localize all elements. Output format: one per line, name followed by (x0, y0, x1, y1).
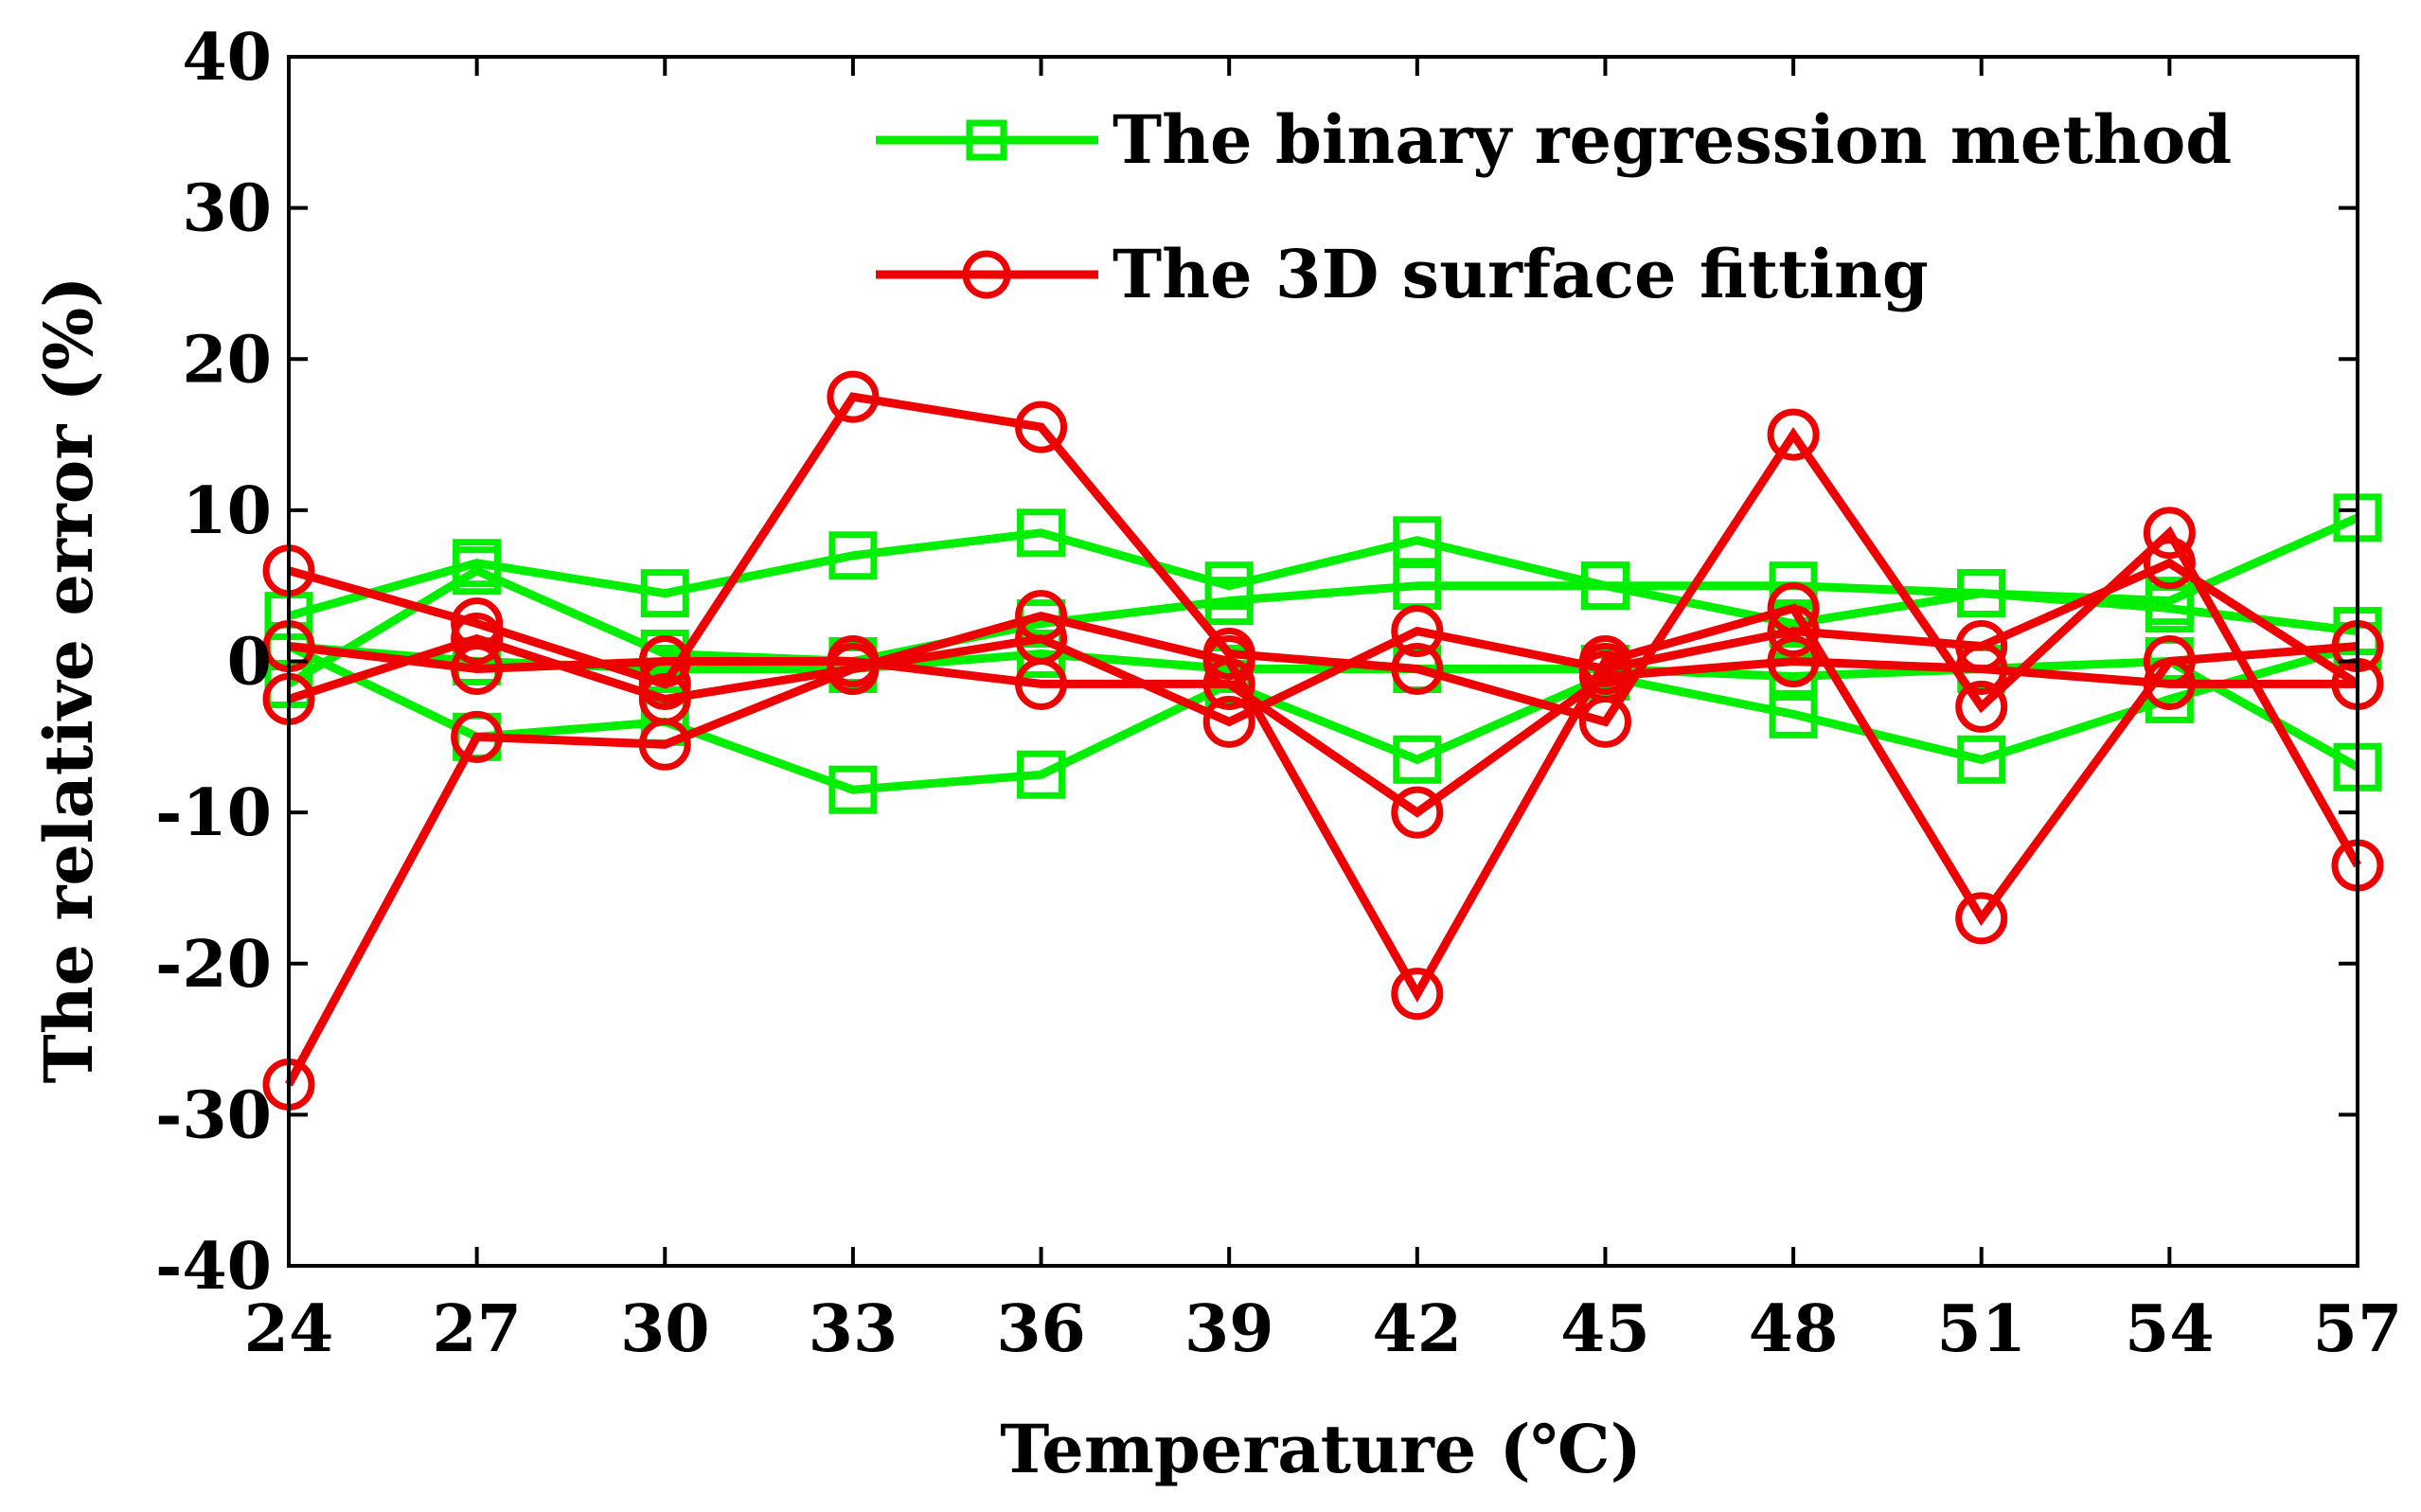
data-point-square (828, 765, 878, 814)
tick-labels: -40 -30 -20 -10 0 10 20 30 40 24 27 30 33 36 39 42 45 48 5… (155, 20, 2402, 1367)
x-tick-label: 39 (1184, 1291, 1274, 1367)
y-tick-label: -20 (155, 927, 272, 1003)
axes (287, 55, 2359, 1268)
data-point-square (1957, 569, 2006, 618)
series-line (285, 603, 2359, 1087)
x-tick-label: 30 (620, 1291, 710, 1367)
data-point-circle (2143, 537, 2196, 590)
series-3d-surface-fitting-7 (262, 620, 2384, 839)
x-tick-label: 45 (1560, 1291, 1650, 1367)
y-tick-label: 10 (182, 473, 272, 549)
data-point-circle (1578, 649, 1631, 703)
data-point-circle (1015, 657, 1068, 710)
x-tick-label: 24 (244, 1291, 334, 1367)
series-line (287, 558, 2360, 727)
data-point-square (828, 531, 878, 580)
data-point-square (1204, 577, 1254, 626)
data-point-circle (1391, 605, 1444, 658)
data-point-square (1017, 508, 1066, 558)
y-tick-label: 0 (227, 625, 272, 701)
data-point-circle (827, 370, 880, 423)
data-point-circle (451, 710, 504, 763)
legend-label-3d: The 3D surface fitting (1113, 235, 1929, 313)
data-point-square (1393, 516, 1442, 565)
series-line (287, 642, 2359, 794)
data-point-circle (1391, 642, 1444, 695)
data-point-circle (638, 635, 691, 687)
data-point-square (1580, 561, 1629, 611)
data-point-square (1393, 735, 1442, 784)
legend-circle-marker (962, 250, 1011, 299)
data-point-square (1017, 750, 1066, 799)
data-point-square (453, 546, 502, 596)
data-point-circle (1015, 400, 1068, 454)
data-point-circle (1955, 642, 2008, 695)
data-point-circle (1955, 680, 2008, 733)
data-point-circle (1202, 695, 1255, 748)
data-point-square (1769, 689, 1818, 738)
series-binary-regression-2 (264, 622, 2382, 814)
series-group (262, 370, 2384, 1111)
data-point-circle (1955, 892, 2008, 945)
y-tick-label: -10 (155, 775, 272, 851)
series-3d-surface-fitting-6 (262, 537, 2384, 748)
data-point-circle (827, 635, 880, 687)
x-tick-label: 51 (1936, 1291, 2026, 1367)
series-binary-regression-3 (264, 622, 2382, 792)
data-point-circle (1767, 635, 1820, 687)
x-tick-label: 54 (2125, 1291, 2215, 1367)
x-tick-label: 42 (1372, 1291, 1462, 1367)
y-tick-label: 40 (182, 20, 272, 96)
data-point-circle (451, 642, 504, 695)
data-point-circle (1767, 605, 1820, 658)
data-point-circle (1391, 786, 1444, 839)
x-tick-label: 36 (996, 1291, 1086, 1367)
data-point-circle (2143, 657, 2196, 710)
data-point-circle (2143, 507, 2196, 560)
y-tick-label: -40 (155, 1229, 272, 1305)
data-point-circle (1767, 408, 1820, 461)
y-axis-title: The relative error (%) (29, 276, 108, 1084)
x-tick-label: 33 (809, 1291, 899, 1367)
data-point-circle (451, 613, 504, 666)
legend-label-binary: The binary regression method (1113, 100, 2232, 179)
series-line (287, 392, 2361, 868)
series-line (288, 642, 2358, 818)
x-tick-label: 27 (432, 1291, 522, 1367)
legend: The binary regression method The 3D surf… (876, 100, 2232, 313)
y-tick-label: 30 (182, 171, 272, 247)
legend-square-marker (966, 119, 1007, 161)
data-point-circle (1202, 657, 1255, 710)
x-axis-title: Temperature (℃) (1000, 1410, 1642, 1488)
data-point-circle (1391, 968, 1444, 1021)
y-tick-label: -30 (155, 1077, 272, 1153)
x-tick-label: 57 (2313, 1291, 2403, 1367)
data-point-circle (638, 672, 691, 725)
data-point-square (640, 569, 689, 618)
y-tick-label: 20 (182, 322, 272, 398)
x-tick-label: 48 (1749, 1291, 1839, 1367)
series-line (286, 565, 2359, 688)
data-point-square (1957, 735, 2006, 784)
